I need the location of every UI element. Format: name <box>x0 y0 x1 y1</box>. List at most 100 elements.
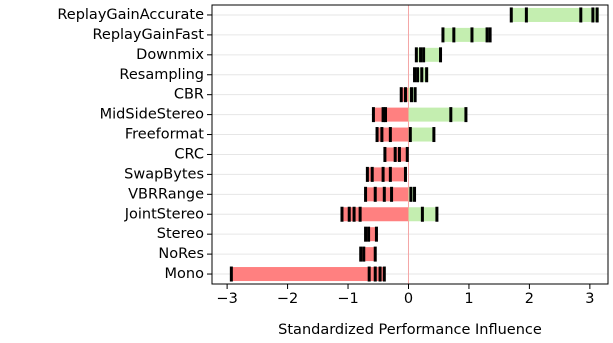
marker-VBRRange <box>390 186 394 202</box>
marker-Stereo <box>364 226 368 242</box>
marker-VBRRange <box>373 186 377 202</box>
marker-VBRRange <box>364 186 368 202</box>
bar-positive-ReplayGainFast <box>441 27 492 42</box>
marker-CRC <box>393 146 397 162</box>
category-label: MidSideStereo <box>100 107 204 123</box>
marker-Freeformat <box>375 127 379 143</box>
marker-SwapBytes <box>388 166 392 182</box>
marker-CRC <box>405 146 409 162</box>
bar-positive-ReplayGainAccurate <box>510 7 599 22</box>
plot-frame <box>211 4 609 285</box>
marker-Mono <box>367 266 371 282</box>
marker-Mono <box>229 266 233 282</box>
category-label: ReplayGainFast <box>92 27 204 43</box>
marker-Resampling <box>416 67 420 83</box>
category-label: Stereo <box>157 226 204 242</box>
marker-CRC <box>397 146 401 162</box>
marker-ReplayGainFast <box>488 27 492 43</box>
marker-ReplayGainAccurate <box>524 7 528 23</box>
bar-positive-MidSideStereo <box>408 107 468 122</box>
x-tick-label: 2 <box>525 291 534 307</box>
marker-Downmix <box>439 47 443 63</box>
bar-negative-Mono <box>230 267 386 282</box>
category-label: CBR <box>174 87 204 103</box>
category-labels: ReplayGainAccurate ReplayGainFast Downmix R… <box>57 7 212 282</box>
x-tick-label: −1 <box>337 291 358 307</box>
bar-positive-Freeformat <box>408 127 435 142</box>
bar-negative-Freeformat <box>376 127 409 142</box>
x-tick-label: 1 <box>464 291 473 307</box>
marker-Mono <box>382 266 386 282</box>
x-axis-label: Standardized Performance Influence <box>278 322 542 338</box>
marker-ReplayGainFast <box>452 27 456 43</box>
category-label: NoRes <box>158 246 204 262</box>
marker-Downmix <box>419 47 423 63</box>
marker-SwapBytes <box>370 166 374 182</box>
marker-VBRRange <box>413 186 417 202</box>
marker-NoRes <box>359 246 363 262</box>
marker-ReplayGainAccurate <box>579 7 583 23</box>
marker-Downmix <box>422 47 426 63</box>
value-markers <box>229 7 599 282</box>
marker-ReplayGainFast <box>441 27 445 43</box>
marker-SwapBytes <box>365 166 369 182</box>
marker-JointStereo <box>358 206 362 222</box>
marker-JointStereo <box>340 206 344 222</box>
category-label: ReplayGainAccurate <box>57 7 204 23</box>
range-bars <box>230 7 599 282</box>
marker-JointStereo <box>420 206 424 222</box>
bar-negative-MidSideStereo <box>372 107 409 122</box>
marker-ReplayGainAccurate <box>595 7 599 23</box>
marker-Resampling <box>420 67 424 83</box>
x-tick-label: 0 <box>404 291 413 307</box>
marker-Freeformat <box>388 127 392 143</box>
marker-CBR <box>410 87 414 103</box>
category-label: JointStereo <box>124 206 204 222</box>
x-tick-label: −3 <box>216 291 237 307</box>
x-axis-ticks: −3 −2 −1 0 1 2 3 <box>216 284 594 307</box>
marker-Downmix <box>414 47 418 63</box>
marker-Mono <box>373 266 377 282</box>
marker-CBR <box>403 87 407 103</box>
marker-CRC <box>383 146 387 162</box>
marker-CBR <box>413 87 417 103</box>
category-label: CRC <box>174 146 204 162</box>
category-label: SwapBytes <box>124 166 204 182</box>
marker-NoRes <box>373 246 377 262</box>
marker-VBRRange <box>409 186 413 202</box>
marker-MidSideStereo <box>449 107 453 123</box>
marker-ReplayGainAccurate <box>509 7 513 23</box>
marker-Freeformat <box>380 127 384 143</box>
category-label: Freeformat <box>125 127 204 143</box>
category-label: Resampling <box>119 67 204 83</box>
category-label: Mono <box>165 266 205 282</box>
marker-SwapBytes <box>403 166 407 182</box>
marker-MidSideStereo <box>381 107 385 123</box>
grid-lines <box>212 14 608 275</box>
marker-Resampling <box>425 67 429 83</box>
marker-Freeformat <box>408 127 412 143</box>
marker-SwapBytes <box>381 166 385 182</box>
marker-MidSideStereo <box>371 107 375 123</box>
marker-Stereo <box>367 226 371 242</box>
marker-JointStereo <box>347 206 351 222</box>
x-tick-label: 3 <box>585 291 594 307</box>
marker-JointStereo <box>435 206 439 222</box>
category-label: Downmix <box>136 47 204 63</box>
marker-MidSideStereo <box>464 107 468 123</box>
marker-VBRRange <box>382 186 386 202</box>
marker-Stereo <box>374 226 378 242</box>
marker-NoRes <box>362 246 366 262</box>
bar-negative-VBRRange <box>364 187 409 202</box>
marker-ReplayGainFast <box>485 27 489 43</box>
x-tick-label: −2 <box>277 291 298 307</box>
bar-negative-SwapBytes <box>366 167 407 182</box>
marker-Mono <box>378 266 382 282</box>
category-label: VBRRange <box>128 186 204 202</box>
marker-JointStereo <box>352 206 356 222</box>
marker-CBR <box>399 87 403 103</box>
marker-MidSideStereo <box>384 107 388 123</box>
marker-ReplayGainAccurate <box>591 7 595 23</box>
marker-Resampling <box>413 67 417 83</box>
